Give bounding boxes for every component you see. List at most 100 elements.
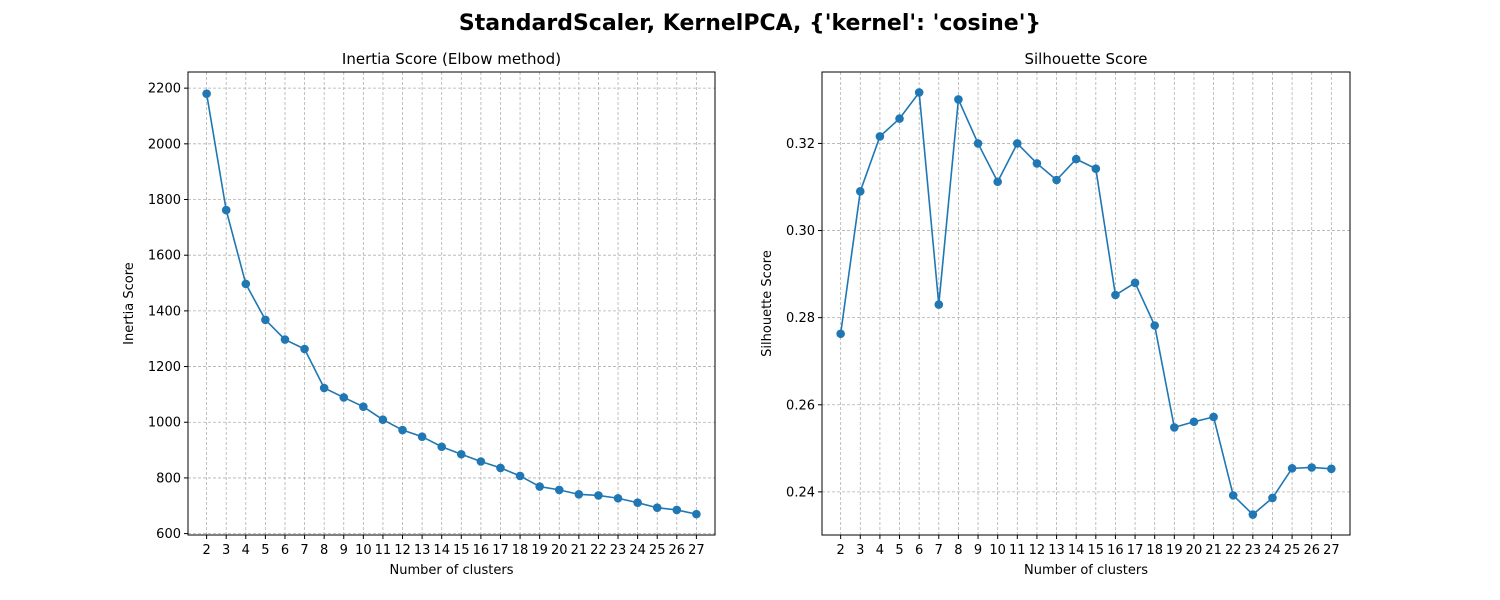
data-point [1189,417,1199,427]
data-point [652,503,662,513]
data-point [1150,321,1159,330]
x-tick-label: 27 [1323,543,1340,558]
y-axis-label: Inertia Score [122,262,137,345]
data-point [496,463,505,473]
data-point [1130,278,1140,288]
y-tick-label: 0.26 [786,398,815,413]
x-tick-label: 19 [1166,543,1183,558]
data-point [456,449,466,459]
x-tick-label: 26 [1303,543,1320,558]
data-point [934,300,944,309]
x-tick-label: 6 [281,543,289,558]
data-point [417,432,427,442]
data-point [535,482,544,491]
data-point [398,425,407,435]
x-tick-label: 10 [989,543,1006,558]
data-point [1327,464,1336,474]
data-point [672,505,682,515]
plot-frame [821,71,1351,536]
x-tick-label: 11 [1009,543,1026,558]
data-point [554,485,564,495]
x-tick-label: 7 [935,543,943,558]
y-tick-label: 2000 [148,137,181,152]
data-point [692,509,701,519]
x-tick-label: 12 [1029,543,1046,558]
data-point [836,329,845,339]
data-point [515,471,525,481]
y-tick-label: 1400 [148,304,181,319]
x-tick-label: 24 [629,543,646,558]
x-tick-label: 8 [954,543,962,558]
y-tick-label: 1200 [148,360,181,375]
x-tick-label: 25 [1284,543,1301,558]
data-point [1071,154,1081,164]
x-tick-label: 14 [433,543,450,558]
x-tick-label: 15 [1088,543,1105,558]
x-tick-label: 17 [492,543,509,558]
x-tick-label: 9 [340,543,348,558]
x-tick-label: 22 [1225,543,1242,558]
y-tick-label: 800 [156,471,181,486]
data-point [280,335,290,344]
x-tick-label: 21 [1205,543,1222,558]
data-point [633,498,642,508]
x-tick-label: 7 [300,543,308,558]
data-point [1287,464,1297,473]
y-tick-label: 0.24 [786,485,815,500]
data-point [954,95,963,104]
y-tick-label: 1000 [148,416,181,431]
data-point [339,393,349,402]
data-point [1013,139,1022,148]
y-tick-label: 0.32 [786,137,815,152]
figure-title: StandardScaler, KernelPCA, {'kernel': 'c… [459,11,1041,36]
x-tick-label: 25 [649,543,666,558]
data-point [1091,164,1101,173]
data-point [613,493,623,503]
x-tick-label: 13 [414,543,431,558]
x-tick-label: 5 [261,543,269,558]
x-tick-label: 16 [473,543,490,558]
x-tick-label: 3 [856,543,864,558]
x-tick-label: 5 [895,543,903,558]
x-tick-label: 18 [512,543,529,558]
data-point [1170,423,1179,432]
data-point [594,491,603,500]
y-tick-label: 0.30 [786,224,815,239]
x-tick-label: 15 [453,543,470,558]
data-point [378,415,388,425]
x-tick-label: 17 [1127,543,1144,558]
data-point [319,383,329,393]
x-tick-label: 8 [320,543,328,558]
silhouette-panel: 2 3 4 5 6 7 8 9 10 11 12 13 14 15 16 17 18 19 20 21 22 23 24 25… [760,50,1351,578]
data-point [359,402,368,411]
x-tick-label: 19 [531,543,548,558]
data-point [895,114,904,123]
x-tick-label: 2 [202,543,210,558]
x-tick-label: 22 [590,543,607,558]
series-line [839,90,1332,516]
data-point [1209,412,1218,422]
data-point [973,139,983,148]
x-tick-label: 4 [242,543,250,558]
x-tick-label: 18 [1146,543,1163,558]
x-tick-label: 3 [222,543,230,558]
y-axis-label: Silhouette Score [760,250,775,357]
y-tick-label: 1600 [148,249,181,264]
data-point [993,177,1002,187]
data-point [1228,491,1238,500]
x-tick-label: 10 [355,543,372,558]
y-tick-label: 1800 [148,193,181,208]
x-tick-label: 6 [915,543,923,558]
data-point [1111,290,1120,300]
y-tick-label: 600 [156,527,181,542]
data-point [221,205,231,215]
x-tick-label: 14 [1068,543,1085,558]
data-point [202,89,211,99]
y-tick-label: 0.28 [786,311,815,326]
panel-title: Inertia Score (Elbow method) [342,50,561,68]
data-point [1248,510,1258,519]
data-point [1307,463,1317,472]
x-tick-label: 11 [375,543,392,558]
data-point [1052,175,1061,185]
